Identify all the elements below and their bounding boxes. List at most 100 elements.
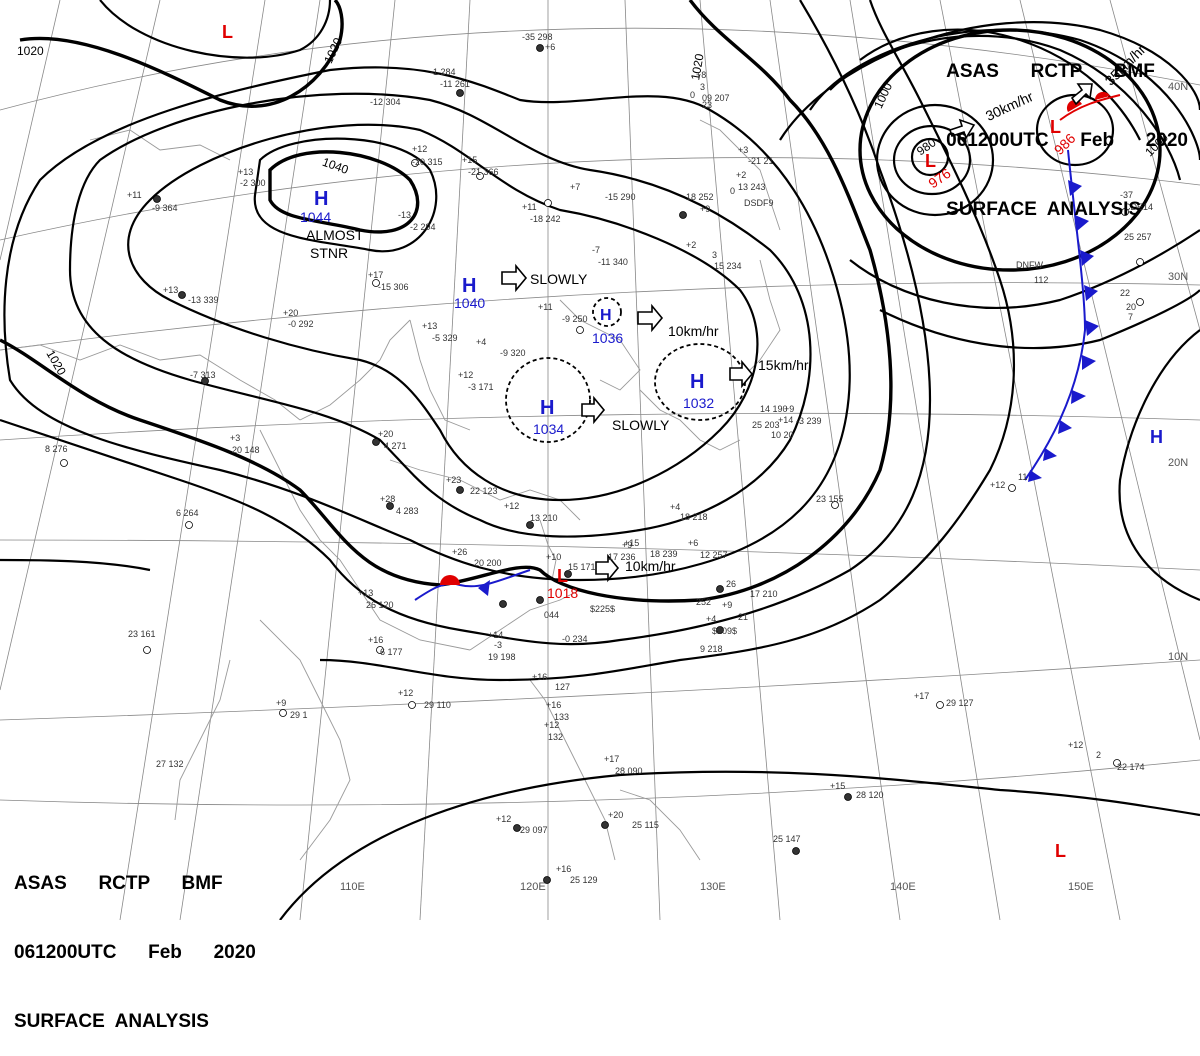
station-value: -37 [1120, 190, 1133, 200]
station-value: 9 218 [700, 644, 723, 654]
header-line2: 061200UTC Feb 2020 [946, 130, 1188, 151]
station-value: -2 294 [410, 222, 436, 232]
station-data: -35 298+6-1 284-11 261-12 304+12-20 315 +… [45, 32, 1153, 885]
isobar-label: 1020 [17, 44, 44, 58]
meridians [0, 0, 1200, 920]
station-value: +20 [283, 308, 298, 318]
station-value: 29 127 [946, 698, 974, 708]
station-value: 6 177 [380, 647, 403, 657]
station-value: -9 250 [562, 314, 588, 324]
station-value: 3 [700, 82, 705, 92]
move-label: SLOWLY [612, 417, 670, 433]
station-value: 17 236 [608, 552, 636, 562]
isobar-label: 1040 [320, 155, 350, 177]
station-value: -21 21 [748, 156, 774, 166]
station-value: 252 [696, 597, 711, 607]
lon-label: 150E [1068, 881, 1094, 893]
high-center-letter: H [690, 371, 704, 393]
stationary-front [414, 569, 531, 601]
station-value: 29 097 [520, 825, 548, 835]
station-value: -18 242 [530, 214, 561, 224]
station-value: -15 306 [378, 282, 409, 292]
low-center-value: 1018 [547, 585, 578, 601]
station-value: 19 198 [488, 652, 516, 662]
station-value: 25 129 [570, 875, 598, 885]
station-value: DSDF9 [744, 198, 774, 208]
station-value: -20 315 [412, 157, 443, 167]
warm-front-ne [1059, 91, 1121, 121]
high-center-letter: H [462, 275, 476, 297]
station-value: +7 [570, 182, 580, 192]
lon-label: 120E [520, 881, 546, 893]
station-value: +13 [238, 167, 253, 177]
station-value: +12 [398, 688, 413, 698]
high-center-letter: H [600, 307, 612, 324]
station-value: -3 239 [796, 416, 822, 426]
station-value: -21 366 [468, 167, 499, 177]
station-value: +16 [532, 672, 547, 682]
station-value: 29 1 [290, 710, 308, 720]
station-value: 10 20 [771, 430, 794, 440]
station-value: +9 [722, 600, 732, 610]
station-value: 6 264 [176, 508, 199, 518]
station-value: 12 257 [700, 550, 728, 560]
station-value: +12 [412, 144, 427, 154]
station-value: +14 [778, 415, 793, 425]
station-value: 15 234 [714, 261, 742, 271]
movement-arrows [501, 83, 1093, 583]
station-value: +9 [276, 698, 286, 708]
station-value: 25 115 [632, 820, 659, 830]
footer-line1: ASAS RCTP BMF [14, 873, 223, 894]
station-value: 23 161 [128, 629, 156, 639]
station-value: 22 174 [1117, 762, 1145, 772]
low-center-letter: L [557, 566, 568, 586]
station-value: 11 [1018, 472, 1027, 482]
footer-line2: 061200UTC Feb 2020 [14, 942, 256, 963]
station-value: 28 090 [615, 766, 643, 776]
station-value: 14 190 [760, 404, 788, 414]
high-center-value: 1034 [533, 421, 564, 437]
station-value: -3 171 [468, 382, 494, 392]
station-value: 0 [690, 90, 695, 100]
station-value: +12 [1068, 740, 1083, 750]
station-value: +14 [488, 630, 503, 640]
station-value: 26 120 [366, 600, 394, 610]
low-center-letter: L [1050, 117, 1061, 137]
station-value: +12 [544, 720, 559, 730]
station-value: +4 [670, 502, 680, 512]
station-value: -35 298 [522, 32, 553, 42]
coastlines [0, 119, 781, 861]
station-value: +28 [380, 494, 395, 504]
station-value: -7 [592, 245, 600, 255]
station-value: 8 276 [45, 444, 68, 454]
station-value: 2 [1096, 750, 1101, 760]
station-value: +9 [784, 404, 794, 414]
station-value: +17 [368, 270, 383, 280]
station-value: +15 [624, 538, 639, 548]
isobar-label: 1020 [688, 52, 706, 81]
high-center-letter: H [314, 188, 328, 210]
station-value: 127 [555, 682, 570, 692]
station-value: +15 [830, 781, 845, 791]
station-value: +2 [686, 240, 696, 250]
high-center-value: 1036 [592, 330, 623, 346]
station-value: +4 [706, 614, 716, 624]
high-center-letter: H [1150, 427, 1163, 447]
station-value: -11 340 [598, 257, 628, 267]
station-value: -13 339 [188, 295, 219, 305]
station-value: CDE14 [1124, 202, 1153, 212]
station-value: +17 [604, 754, 619, 764]
lat-label: 20N [1168, 457, 1188, 469]
station-value: +4 [476, 337, 486, 347]
header-block: ASAS RCTP BMF 061200UTC Feb 2020 SURFACE… [946, 14, 1188, 244]
station-value: 4 271 [384, 441, 407, 451]
footer-block: ASAS RCTP BMF 061200UTC Feb 2020 SURFACE… [14, 826, 256, 1056]
station-value: 26 [726, 579, 736, 589]
station-value: 18 218 [680, 512, 708, 522]
weather-map: 1020 1020 1020 1020 1040 1000 1000 980 H… [0, 0, 1200, 920]
high-center-letter: H [540, 397, 554, 419]
station-value: 25 203 [752, 420, 780, 430]
station-value: +2 [736, 170, 746, 180]
station-value: -9 364 [152, 203, 178, 213]
station-value: +9 [700, 204, 710, 214]
